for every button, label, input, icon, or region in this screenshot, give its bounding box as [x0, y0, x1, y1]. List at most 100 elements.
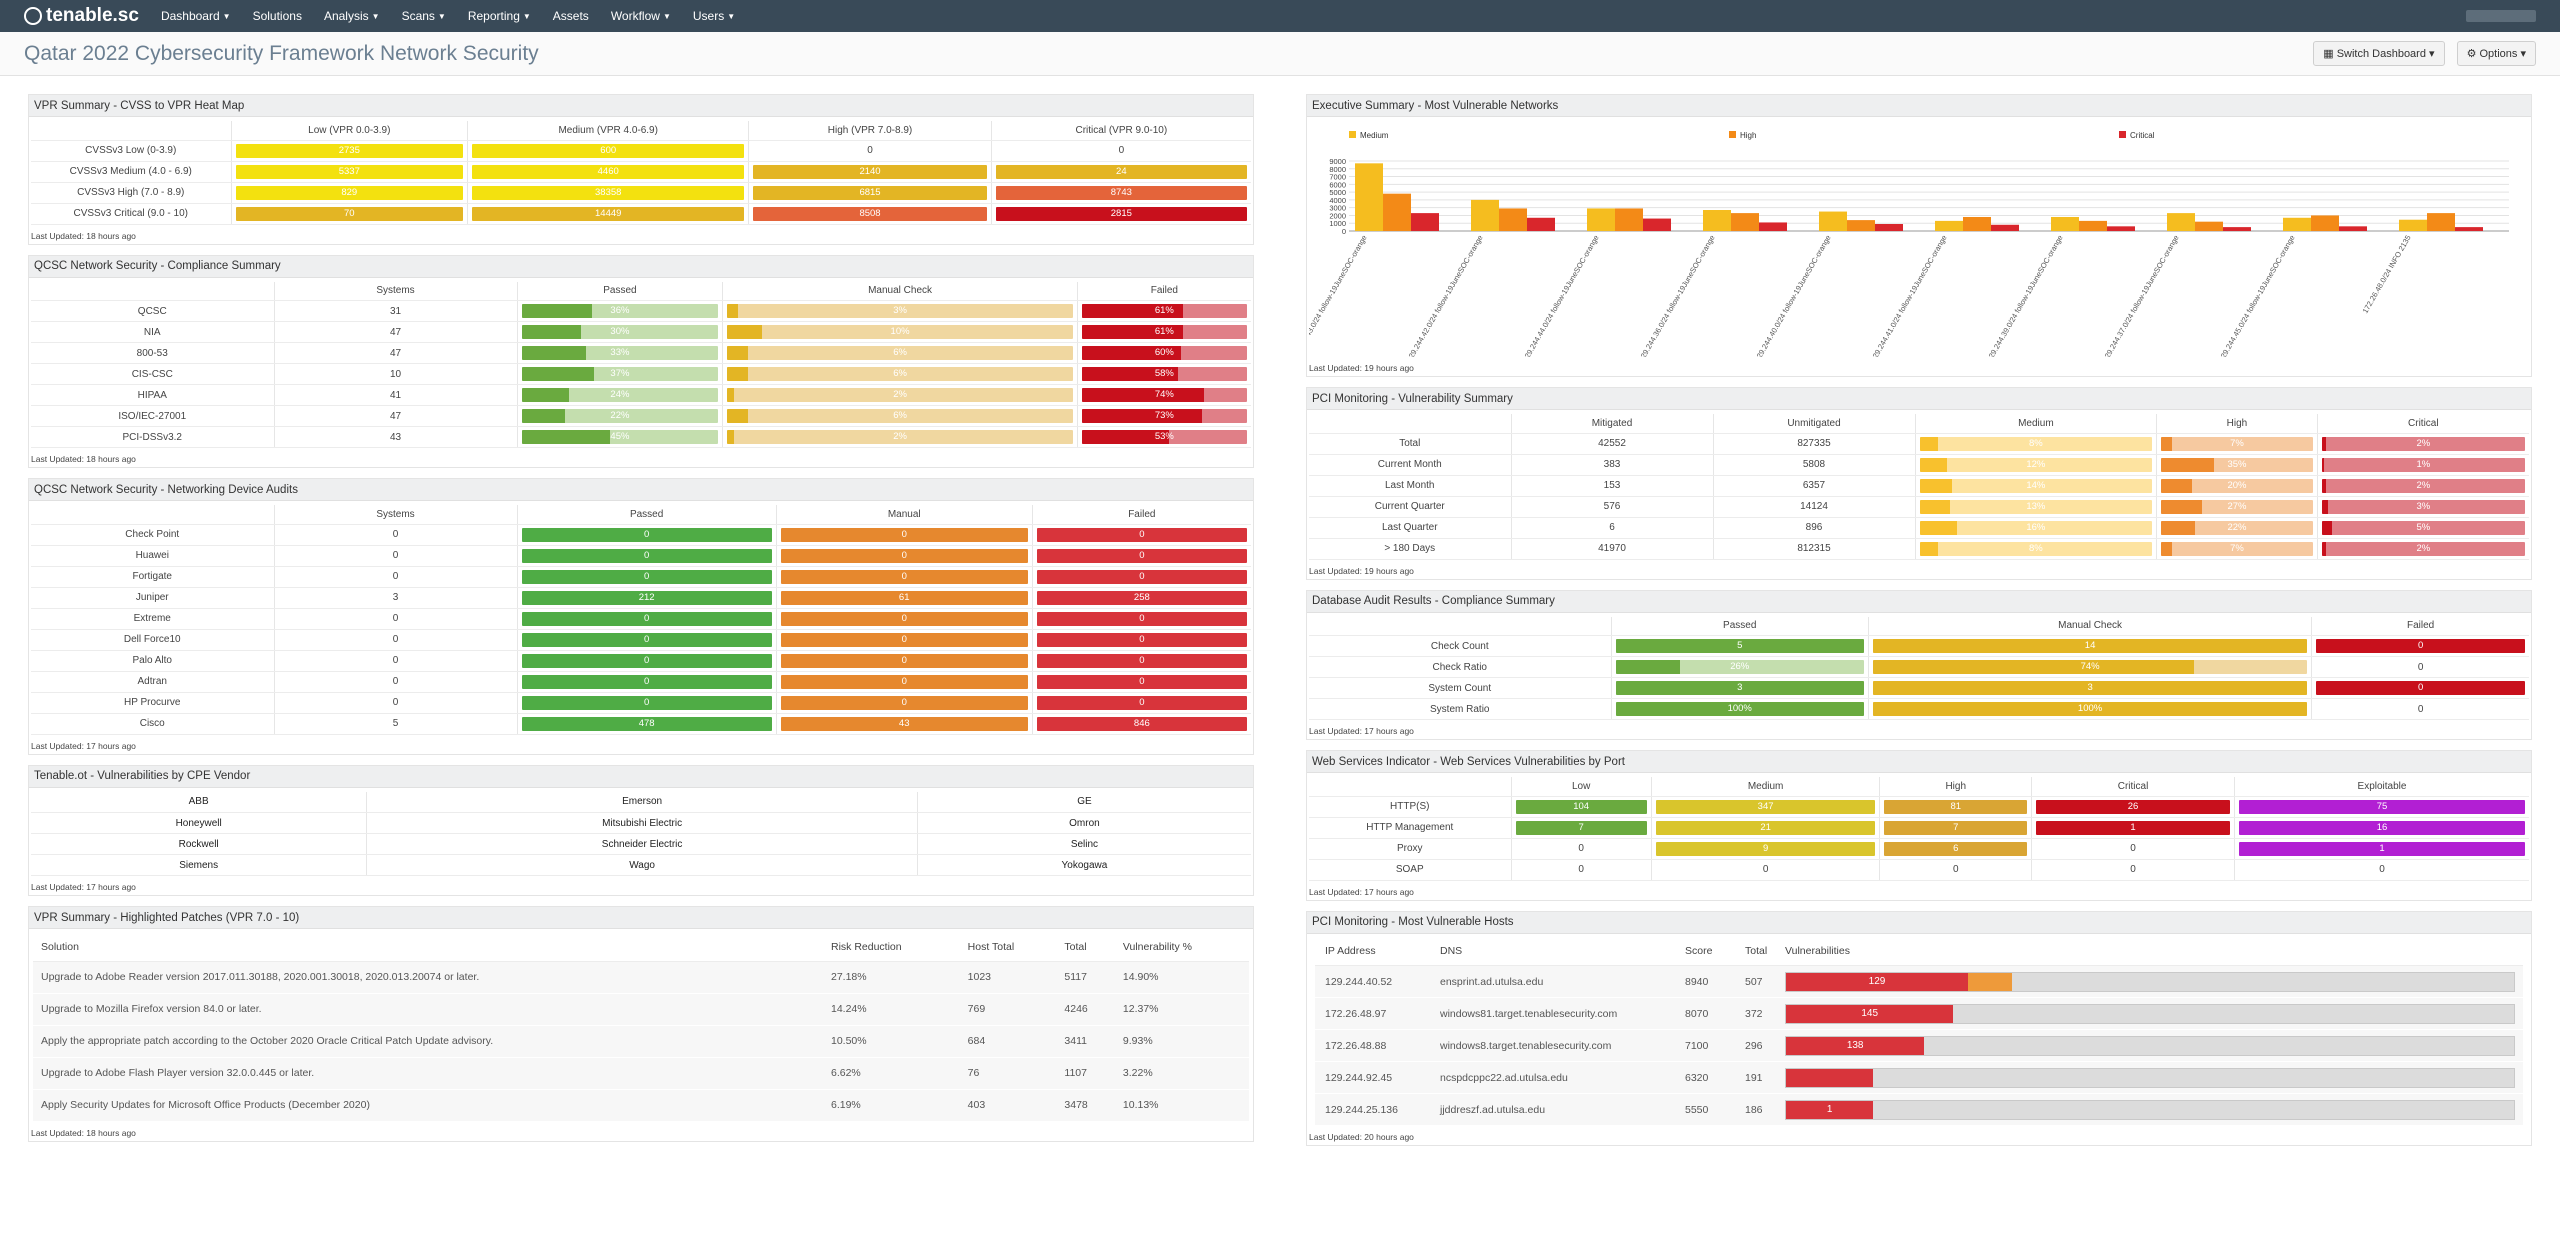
bar-high[interactable]	[1383, 193, 1411, 231]
vendor-cell[interactable]: Mitsubishi Electric	[366, 812, 918, 834]
passed-count[interactable]: 0	[521, 674, 772, 689]
heat-cell[interactable]: 2815	[995, 206, 1247, 221]
nav-assets[interactable]: Assets	[552, 9, 589, 23]
failed-bar[interactable]: 0	[2316, 681, 2525, 695]
heat-cell[interactable]: 14449	[472, 206, 745, 221]
failed-bar[interactable]: 61%	[1081, 304, 1247, 318]
port-count[interactable]: 6	[1884, 841, 2028, 856]
bar-medium[interactable]	[1587, 208, 1615, 231]
vulnerability-bar[interactable]: 129	[1785, 971, 2515, 992]
high-bar[interactable]: 22%	[2161, 520, 2313, 535]
bar-medium[interactable]	[1935, 220, 1963, 231]
passed-bar[interactable]: 36%	[521, 304, 719, 318]
heat-cell[interactable]: 6815	[753, 185, 987, 200]
bar-high[interactable]	[1615, 208, 1643, 231]
passed-count[interactable]: 0	[521, 632, 772, 647]
passed-bar[interactable]: 30%	[521, 325, 719, 339]
bar-high[interactable]	[1963, 217, 1991, 231]
table-row[interactable]: Upgrade to Adobe Flash Player version 32…	[33, 1057, 1249, 1090]
bar-critical[interactable]	[1991, 224, 2019, 231]
manual-bar[interactable]: 74%	[1872, 660, 2308, 674]
failed-count[interactable]: 0	[1036, 548, 1247, 563]
heat-cell[interactable]: 2140	[753, 164, 987, 179]
table-row[interactable]: 129.244.40.52 ensprint.ad.utulsa.edu 8940 5…	[1315, 965, 2523, 998]
manual-bar[interactable]: 3%	[727, 304, 1073, 318]
manual-count[interactable]: 0	[780, 569, 1028, 584]
failed-bar[interactable]: 74%	[1081, 388, 1247, 402]
passed-count[interactable]: 0	[521, 653, 772, 668]
manual-bar[interactable]: 6%	[727, 346, 1073, 360]
port-count[interactable]: 1	[2036, 820, 2230, 835]
table-row[interactable]: Apply Security Updates for Microsoft Off…	[33, 1089, 1249, 1122]
options-button[interactable]: ⚙ Options ▾	[2456, 41, 2536, 66]
passed-count[interactable]: 478	[521, 716, 772, 731]
high-bar[interactable]: 7%	[2161, 541, 2313, 556]
failed-bar[interactable]: 61%	[1081, 325, 1247, 339]
port-count[interactable]: 104	[1515, 799, 1647, 814]
nav-reporting[interactable]: Reporting ▼	[467, 9, 531, 23]
port-count[interactable]: 1	[2238, 841, 2525, 856]
vendor-cell[interactable]: Rockwell	[31, 833, 368, 855]
failed-count[interactable]: 0	[1036, 674, 1247, 689]
table-row[interactable]: 129.244.25.136 jjddreszf.ad.utulsa.edu 555…	[1315, 1093, 2523, 1126]
nav-workflow[interactable]: Workflow ▼	[610, 9, 671, 23]
bar-critical[interactable]	[1875, 224, 1903, 231]
medium-bar[interactable]: 12%	[1919, 457, 2153, 472]
bar-critical[interactable]	[1411, 213, 1439, 231]
passed-bar[interactable]: 3	[1615, 681, 1864, 695]
bar-high[interactable]	[1731, 213, 1759, 231]
vendor-cell[interactable]: GE	[917, 791, 1251, 813]
failed-count[interactable]: 0	[1036, 611, 1247, 626]
vendor-cell[interactable]: Yokogawa	[917, 854, 1251, 876]
nav-scans[interactable]: Scans ▼	[401, 9, 446, 23]
table-row[interactable]: Upgrade to Adobe Reader version 2017.011…	[33, 961, 1249, 994]
port-count[interactable]: 9	[1655, 841, 1876, 856]
port-count[interactable]: 347	[1655, 799, 1876, 814]
manual-count[interactable]: 0	[780, 611, 1028, 626]
vendor-cell[interactable]: ABB	[31, 791, 368, 813]
passed-bar[interactable]: 5	[1615, 639, 1864, 653]
failed-bar[interactable]: 53%	[1081, 430, 1247, 444]
nav-solutions[interactable]: Solutions	[252, 9, 302, 23]
passed-bar[interactable]: 33%	[521, 346, 719, 360]
table-row[interactable]: Apply the appropriate patch according to…	[33, 1025, 1249, 1058]
heat-cell[interactable]: 2735	[235, 143, 464, 158]
manual-count[interactable]: 43	[780, 716, 1028, 731]
failed-count[interactable]: 0	[1036, 695, 1247, 710]
passed-count[interactable]: 0	[521, 695, 772, 710]
bar-high[interactable]	[2195, 221, 2223, 231]
bar-medium[interactable]	[2167, 213, 2195, 231]
vulnerability-bar[interactable]: 1	[1785, 1099, 2515, 1120]
manual-bar[interactable]: 2%	[727, 430, 1073, 444]
manual-count[interactable]: 0	[780, 632, 1028, 647]
port-count[interactable]: 7	[1515, 820, 1647, 835]
passed-bar[interactable]: 100%	[1615, 702, 1864, 716]
vulnerability-bar[interactable]: 138	[1785, 1035, 2515, 1056]
passed-count[interactable]: 212	[521, 590, 772, 605]
vendor-cell[interactable]: Emerson	[366, 791, 918, 813]
vendor-cell[interactable]: Omron	[917, 812, 1251, 834]
medium-bar[interactable]: 8%	[1919, 541, 2153, 556]
failed-bar[interactable]: 73%	[1081, 409, 1247, 423]
manual-count[interactable]: 0	[780, 548, 1028, 563]
bar-critical[interactable]	[2107, 226, 2135, 231]
port-count[interactable]: 81	[1884, 799, 2028, 814]
bar-medium[interactable]	[1355, 163, 1383, 231]
failed-count[interactable]: 0	[1036, 632, 1247, 647]
bar-critical[interactable]	[2223, 227, 2251, 231]
vendor-cell[interactable]: Siemens	[31, 854, 368, 876]
bar-medium[interactable]	[2283, 217, 2311, 231]
medium-bar[interactable]: 14%	[1919, 478, 2153, 493]
manual-bar[interactable]: 10%	[727, 325, 1073, 339]
vendor-cell[interactable]: Wago	[366, 854, 918, 876]
passed-count[interactable]: 0	[521, 527, 772, 542]
bar-high[interactable]	[1847, 220, 1875, 231]
bar-medium[interactable]	[1703, 210, 1731, 231]
nav-users[interactable]: Users ▼	[692, 9, 736, 23]
bar-high[interactable]	[2311, 215, 2339, 231]
vendor-cell[interactable]: Selinc	[917, 833, 1251, 855]
port-count[interactable]: 7	[1884, 820, 2028, 835]
user-menu[interactable]	[2466, 10, 2536, 22]
vulnerability-bar[interactable]	[1785, 1067, 2515, 1088]
failed-count[interactable]: 0	[1036, 527, 1247, 542]
